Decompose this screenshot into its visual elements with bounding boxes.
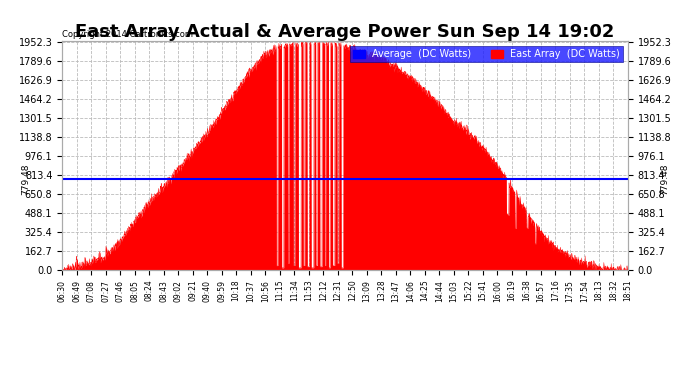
Text: Copyright 2014 Cartronics.com: Copyright 2014 Cartronics.com xyxy=(62,30,193,39)
Text: 779.48: 779.48 xyxy=(660,164,669,195)
Legend: Average  (DC Watts), East Array  (DC Watts): Average (DC Watts), East Array (DC Watts… xyxy=(350,46,623,62)
Title: East Array Actual & Average Power Sun Sep 14 19:02: East Array Actual & Average Power Sun Se… xyxy=(75,23,615,41)
Text: 779.48: 779.48 xyxy=(21,164,30,195)
